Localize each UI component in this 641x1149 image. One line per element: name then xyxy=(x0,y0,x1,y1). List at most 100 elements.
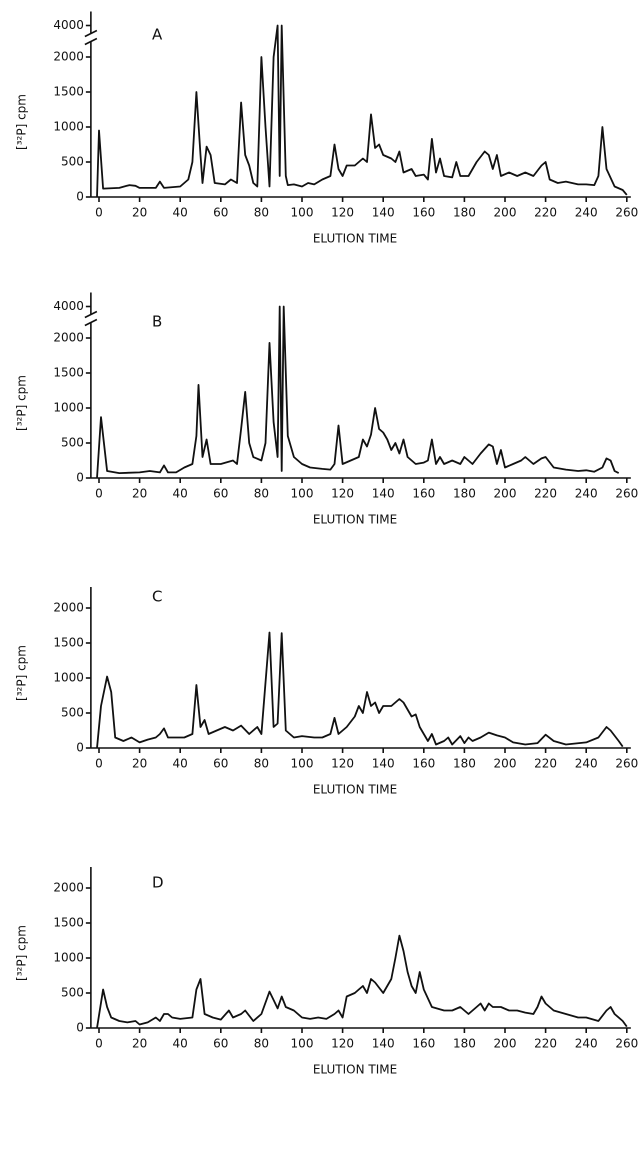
y-tick-label: 0 xyxy=(76,741,84,755)
panel-title: B xyxy=(152,313,162,331)
x-tick-label: 60 xyxy=(213,206,228,220)
x-tick-label: 40 xyxy=(173,1037,188,1051)
x-tick-label: 200 xyxy=(494,206,517,220)
x-axis-label: ELUTION TIME xyxy=(313,1063,397,1077)
x-axis-label: ELUTION TIME xyxy=(313,513,397,527)
y-tick-label: 0 xyxy=(76,190,84,204)
x-tick-label: 0 xyxy=(95,206,103,220)
y-tick-label: 2000 xyxy=(53,50,84,64)
x-tick-label: 80 xyxy=(254,1037,269,1051)
x-tick-label: 260 xyxy=(615,206,638,220)
x-tick-label: 160 xyxy=(412,757,435,771)
x-tick-label: 40 xyxy=(173,487,188,501)
x-tick-label: 40 xyxy=(173,206,188,220)
y-tick-label: 1500 xyxy=(53,636,84,650)
data-line xyxy=(96,631,624,749)
y-tick-label: 500 xyxy=(61,436,84,450)
x-tick-label: 0 xyxy=(95,1037,103,1051)
y-tick-label: 500 xyxy=(61,155,84,169)
y-tick-label: 500 xyxy=(61,706,84,720)
x-tick-label: 80 xyxy=(254,206,269,220)
axis-break xyxy=(84,318,98,327)
x-tick-label: 240 xyxy=(575,1037,598,1051)
x-tick-label: 220 xyxy=(534,487,557,501)
x-tick-label: 80 xyxy=(254,487,269,501)
x-tick-label: 100 xyxy=(291,757,314,771)
x-tick-label: 220 xyxy=(534,1037,557,1051)
y-tick-label: 1500 xyxy=(53,916,84,930)
x-tick-label: 140 xyxy=(372,1037,395,1051)
y-tick-label: 4000 xyxy=(53,299,84,313)
data-line xyxy=(96,24,628,198)
x-axis-label: ELUTION TIME xyxy=(313,232,397,246)
x-tick-label: 100 xyxy=(291,206,314,220)
x-tick-label: 240 xyxy=(575,757,598,771)
y-tick-label: 500 xyxy=(61,986,84,1000)
x-tick-label: 120 xyxy=(331,487,354,501)
axis-break xyxy=(84,37,98,46)
x-tick-label: 240 xyxy=(575,487,598,501)
y-tick-label: 1500 xyxy=(53,85,84,99)
x-tick-label: 180 xyxy=(453,1037,476,1051)
x-tick-label: 60 xyxy=(213,757,228,771)
y-axis-label: [³²P] cpm xyxy=(15,375,29,431)
x-tick-label: 120 xyxy=(331,206,354,220)
y-tick-label: 1000 xyxy=(53,120,84,134)
x-tick-label: 220 xyxy=(534,206,557,220)
x-tick-label: 160 xyxy=(412,206,435,220)
panel-title: D xyxy=(152,874,164,892)
y-tick-label: 1000 xyxy=(53,401,84,415)
axis-break xyxy=(84,29,98,38)
y-tick-label: 2000 xyxy=(53,331,84,345)
x-tick-label: 60 xyxy=(213,1037,228,1051)
panel-title: A xyxy=(152,26,163,44)
x-tick-label: 40 xyxy=(173,757,188,771)
x-tick-label: 160 xyxy=(412,487,435,501)
x-tick-label: 100 xyxy=(291,487,314,501)
x-tick-label: 180 xyxy=(453,487,476,501)
y-tick-label: 2000 xyxy=(53,601,84,615)
x-tick-label: 180 xyxy=(453,757,476,771)
x-tick-label: 0 xyxy=(95,757,103,771)
data-line xyxy=(96,305,620,479)
y-axis-label: [³²P] cpm xyxy=(15,94,29,150)
x-tick-label: 260 xyxy=(615,757,638,771)
x-axis-label: ELUTION TIME xyxy=(313,783,397,797)
panel-title: C xyxy=(152,588,162,606)
axis-break xyxy=(84,310,98,319)
y-tick-label: 1500 xyxy=(53,366,84,380)
x-tick-label: 60 xyxy=(213,487,228,501)
x-tick-label: 200 xyxy=(494,487,517,501)
x-tick-label: 0 xyxy=(95,487,103,501)
x-tick-label: 120 xyxy=(331,757,354,771)
x-tick-label: 200 xyxy=(494,757,517,771)
x-tick-label: 200 xyxy=(494,1037,517,1051)
x-tick-label: 260 xyxy=(615,1037,638,1051)
x-tick-label: 220 xyxy=(534,757,557,771)
x-tick-label: 240 xyxy=(575,206,598,220)
y-tick-label: 1000 xyxy=(53,671,84,685)
data-line xyxy=(96,934,628,1029)
x-tick-label: 20 xyxy=(132,487,147,501)
x-tick-label: 160 xyxy=(412,1037,435,1051)
x-tick-label: 260 xyxy=(615,487,638,501)
y-tick-label: 1000 xyxy=(53,951,84,965)
y-axis-label: [³²P] cpm xyxy=(15,925,29,981)
x-tick-label: 20 xyxy=(132,757,147,771)
x-tick-label: 140 xyxy=(372,206,395,220)
x-tick-label: 140 xyxy=(372,757,395,771)
y-tick-label: 4000 xyxy=(53,18,84,32)
y-tick-label: 0 xyxy=(76,471,84,485)
x-tick-label: 80 xyxy=(254,757,269,771)
y-tick-label: 2000 xyxy=(53,881,84,895)
x-tick-label: 100 xyxy=(291,1037,314,1051)
x-tick-label: 140 xyxy=(372,487,395,501)
x-tick-label: 20 xyxy=(132,206,147,220)
x-tick-label: 180 xyxy=(453,206,476,220)
y-tick-label: 0 xyxy=(76,1021,84,1035)
x-tick-label: 20 xyxy=(132,1037,147,1051)
y-axis-label: [³²P] cpm xyxy=(15,645,29,701)
x-tick-label: 120 xyxy=(331,1037,354,1051)
